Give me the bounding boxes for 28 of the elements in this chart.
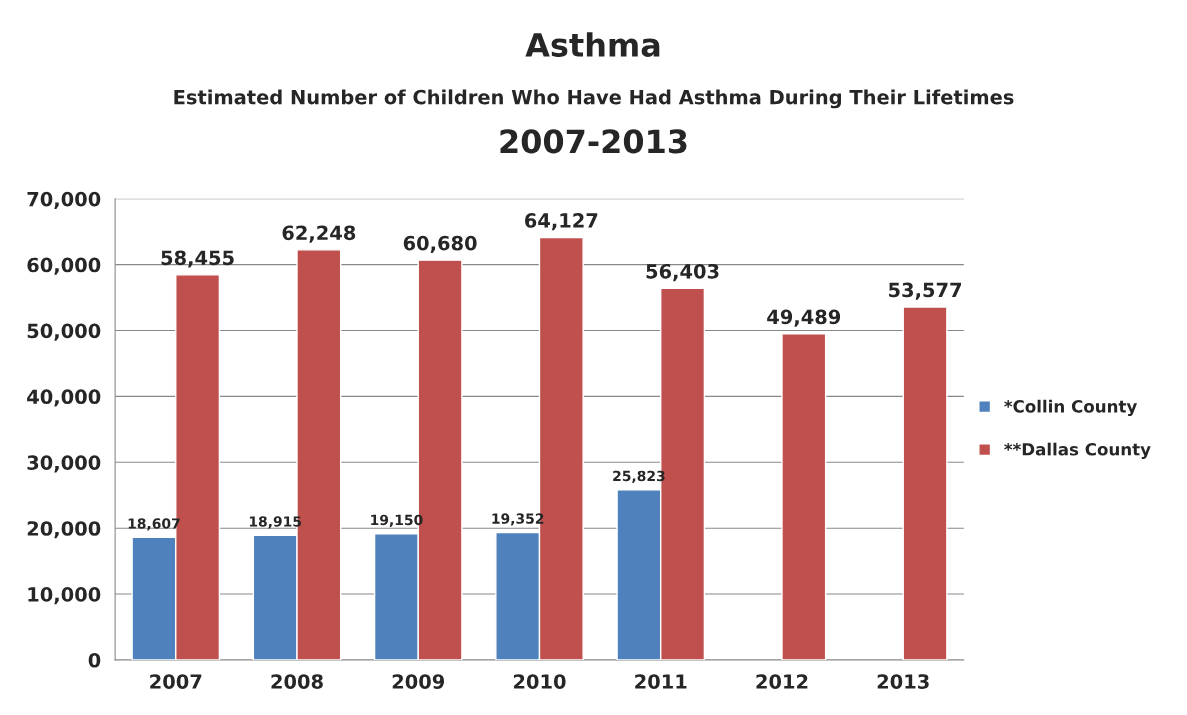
legend-label: *Collin County xyxy=(1004,399,1137,417)
chart-title: Asthma xyxy=(525,32,660,57)
x-tick-label: 2009 xyxy=(392,674,445,689)
data-label: 53,577 xyxy=(889,282,962,300)
bar xyxy=(902,306,948,660)
y-tick-label: 20,000 xyxy=(27,521,101,539)
x-tick-label: 2013 xyxy=(877,674,929,689)
x-tick-label: 2008 xyxy=(271,674,323,689)
x-tick-label: 2011 xyxy=(635,674,687,689)
x-tick-label: 2012 xyxy=(756,674,808,689)
data-label: 56,403 xyxy=(646,263,719,282)
data-label: 64,127 xyxy=(525,213,598,231)
y-tick-label: 10,000 xyxy=(28,587,101,605)
data-label: 58,455 xyxy=(161,250,234,268)
y-tick-label: 40,000 xyxy=(27,389,101,407)
x-tick-label: 2010 xyxy=(513,674,566,689)
y-tick-label: 50,000 xyxy=(27,323,101,341)
data-label: 49,489 xyxy=(767,309,841,327)
chart-subtitle: Estimated Number of Children Who Have Had Asthma During Their Lifetimes 2007-2013 xyxy=(174,89,1014,154)
y-tick-label: 60,000 xyxy=(27,257,101,275)
y-tick-label: 70,000 xyxy=(27,191,101,209)
y-tick-label: 30,000 xyxy=(27,455,101,473)
data-label: 60,680 xyxy=(403,235,477,253)
y-tick-label: 0 xyxy=(88,652,101,668)
bar xyxy=(781,333,827,660)
x-tick-label: 2007 xyxy=(150,674,202,689)
legend-label: **Dallas County xyxy=(1004,442,1151,459)
data-label: 62,248 xyxy=(282,225,356,243)
